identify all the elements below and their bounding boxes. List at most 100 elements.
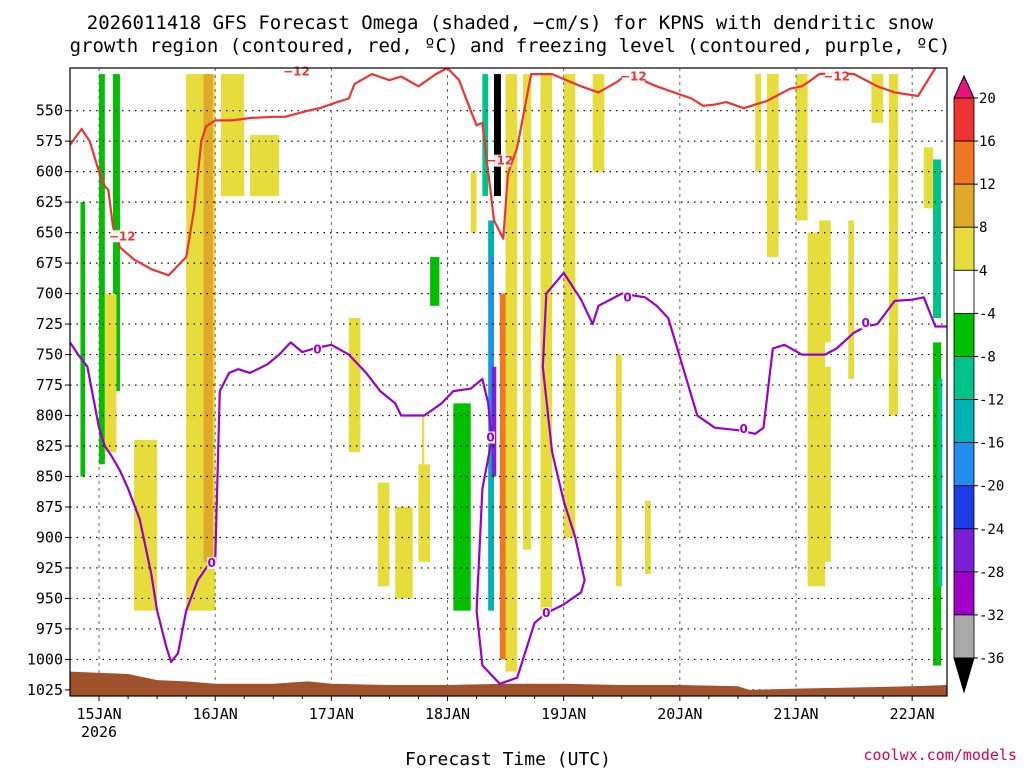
contour-label-bg — [825, 70, 849, 83]
y-tick-label: 650 — [36, 224, 63, 242]
contour-label: 0 — [208, 556, 216, 570]
colorbar-swatch — [953, 356, 975, 400]
x-tick-label: 18JAN — [425, 705, 470, 723]
x-tick-label: 20JAN — [657, 705, 702, 723]
y-tick-label: 975 — [36, 620, 63, 638]
colorbar-arrow-top — [953, 74, 975, 99]
colorbar-swatch — [953, 269, 975, 314]
x-tick-label: 16JAN — [193, 705, 238, 723]
contour-label-bg — [207, 557, 217, 570]
omega-region — [203, 74, 213, 562]
dendritic-contour-line — [70, 68, 937, 277]
y-tick-label: 800 — [36, 407, 63, 425]
omega-region — [933, 342, 942, 666]
omega-region — [499, 293, 508, 660]
omega-region — [888, 74, 899, 416]
colorbar-label: -4 — [979, 306, 996, 322]
contour-label: 0 — [313, 343, 321, 357]
colorbar-label: -12 — [979, 393, 1004, 409]
colorbar-swatch — [953, 614, 975, 659]
omega-region — [491, 366, 497, 477]
colorbar-swatch — [953, 442, 975, 487]
y-tick-label: 1000 — [27, 650, 63, 668]
colorbar-swatch — [953, 485, 975, 530]
omega-region — [395, 506, 413, 599]
colorbar-label: -32 — [979, 608, 1004, 624]
omega-region — [99, 74, 105, 465]
colorbar-label: -20 — [979, 479, 1004, 495]
contour-labels: −12 −12 −12 −12 −12 0 0 0 0 0 0 0 — [109, 65, 871, 620]
contour-label-bg — [541, 607, 551, 620]
contour-label: 0 — [862, 316, 870, 330]
omega-region — [933, 159, 942, 318]
contour-label-bg — [110, 230, 134, 243]
y-tick-label: 1025 — [27, 681, 63, 699]
colorbar: 20 16 12 8 4 -4 -8 -12 -16 -20 -24 -28 -32 -36 — [953, 74, 1004, 694]
omega-shading — [80, 74, 943, 672]
colorbar-label: 12 — [979, 177, 996, 193]
colorbar-label: -8 — [979, 349, 996, 365]
omega-region — [563, 74, 576, 538]
contour-label-bg — [312, 343, 322, 356]
y-tick-label: 750 — [36, 346, 63, 364]
contour-label: −12 — [109, 229, 136, 243]
omega-region — [923, 147, 934, 209]
contour-label-bg — [285, 65, 309, 78]
omega-region — [937, 378, 943, 587]
omega-region — [755, 74, 762, 172]
omega-region — [104, 293, 117, 453]
y-tick-label: 900 — [36, 528, 63, 546]
omega-region — [871, 74, 884, 123]
colorbar-label: -36 — [979, 651, 1004, 667]
omega-region — [430, 257, 440, 306]
omega-region — [825, 366, 831, 562]
omega-region — [819, 220, 831, 343]
omega-region — [795, 74, 808, 221]
y-tick-label: 925 — [36, 559, 63, 577]
colorbar-swatch — [953, 399, 975, 444]
contour-label: 0 — [740, 422, 748, 436]
colorbar-label: -16 — [979, 436, 1004, 452]
freezing-level-contour-line — [70, 271, 947, 685]
omega-region — [489, 257, 494, 440]
contour-label: −12 — [823, 70, 850, 84]
y-axis: 550 575 600 625 650 675 700 725 750 775 800 825 850 8… — [27, 102, 70, 699]
colorbar-label: 16 — [979, 134, 996, 150]
omega-region — [133, 439, 158, 611]
credit-text[interactable]: coolwx.com/models — [863, 746, 1017, 764]
contour-label: −12 — [283, 65, 310, 79]
contour-label-bg — [861, 316, 871, 329]
y-tick-label: 950 — [36, 589, 63, 607]
omega-region — [848, 220, 855, 379]
y-tick-label: 625 — [36, 193, 63, 211]
omega-region — [482, 74, 489, 197]
y-tick-label: 825 — [36, 437, 63, 455]
colorbar-swatch — [953, 183, 975, 228]
omega-region — [348, 317, 361, 453]
omega-region — [250, 135, 280, 197]
y-tick-label: 575 — [36, 132, 63, 150]
y-tick-label: 850 — [36, 468, 63, 486]
x-tick-label: 19JAN — [541, 705, 586, 723]
contour-label: 0 — [623, 290, 631, 304]
chart-title-line2: growth region (contoured, red, ºC) and f… — [70, 35, 951, 57]
colorbar-arrow-bottom — [953, 657, 975, 694]
contour-label-bg — [739, 422, 749, 435]
contour-label: −12 — [486, 154, 513, 168]
x-tick-label: 21JAN — [773, 705, 818, 723]
y-tick-label: 550 — [36, 102, 63, 120]
y-tick-label: 675 — [36, 254, 63, 272]
x-tick-label: 15JAN — [76, 705, 121, 723]
omega-region — [766, 74, 779, 258]
omega-region — [644, 500, 651, 575]
omega-region — [421, 415, 425, 465]
y-tick-label: 875 — [36, 498, 63, 516]
x-tick-sublabel: 2026 — [81, 723, 117, 741]
colorbar-label: -28 — [979, 565, 1004, 581]
colorbar-swatch — [953, 528, 975, 573]
omega-region — [523, 74, 532, 550]
colorbar-swatch — [953, 226, 975, 271]
omega-region — [505, 74, 518, 672]
